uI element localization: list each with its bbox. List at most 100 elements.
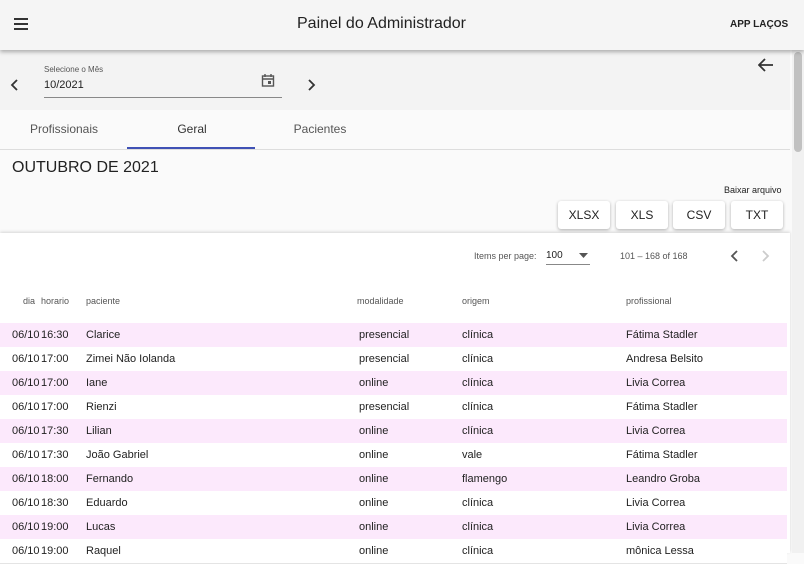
column-header[interactable]: horario	[41, 296, 70, 306]
table-row: 06/10 17:00 Iane online clínica Livia Correa	[0, 371, 787, 396]
app-title: Painel do Administrador	[297, 15, 466, 32]
cell: vale	[462, 449, 483, 461]
table-row: 06/10 16:30 Clarice presencial clínica Fátima…	[0, 323, 787, 348]
cell: 17:00	[41, 353, 69, 365]
menu-icon[interactable]	[12, 15, 30, 33]
tab[interactable]: Geral	[177, 122, 207, 136]
table-row: 06/10 19:00 Raquel online clínica mônica Less…	[0, 539, 787, 564]
dropdown-arrow[interactable]	[579, 253, 588, 258]
cell: clínica	[462, 521, 494, 533]
cell: Iane	[86, 377, 108, 389]
cell: 06/10	[12, 473, 40, 485]
cell: 06/10	[12, 449, 40, 461]
cell: online	[359, 473, 389, 485]
download-button[interactable]: TXT	[731, 201, 783, 229]
cell: Raquel	[86, 545, 121, 557]
cell: João Gabriel	[86, 449, 149, 461]
download-button[interactable]: XLSX	[558, 201, 610, 229]
app-bar: Painel do Administrador APP LAÇOS	[0, 0, 804, 50]
cell: presencial	[359, 329, 410, 341]
month-label: Selecione o Mês	[44, 65, 104, 74]
cell: Fátima Stadler	[626, 449, 698, 461]
prev-month[interactable]	[9, 79, 21, 91]
table-row: 06/10 18:00 Fernando online flamengo Leandro …	[0, 467, 787, 492]
cell: presencial	[359, 401, 410, 413]
cell: clínica	[462, 425, 494, 437]
page-range: 101 – 168 of 168	[620, 251, 688, 261]
month-value[interactable]: 10/2021	[44, 79, 84, 91]
cell: online	[359, 425, 389, 437]
app-link[interactable]: APP LAÇOS	[730, 19, 789, 30]
cell: 18:00	[41, 473, 69, 485]
table-row: 06/10 17:00 Zimei Não Iolanda presencial clí…	[0, 347, 787, 372]
page-size[interactable]: 100	[546, 250, 563, 261]
cell: Livia Correa	[626, 497, 686, 509]
cell: Fátima Stadler	[626, 329, 698, 341]
cell: 17:30	[41, 449, 69, 461]
cell: 06/10	[12, 545, 40, 557]
column-header[interactable]: paciente	[86, 296, 121, 306]
scroll-thumb[interactable]	[794, 52, 802, 152]
page-size-underline	[546, 264, 590, 265]
cell: Livia Correa	[626, 377, 686, 389]
download-button[interactable]: XLS	[616, 201, 668, 229]
cell: online	[359, 545, 389, 557]
month-bar	[0, 50, 790, 110]
cell: online	[359, 497, 389, 509]
cell: 06/10	[12, 497, 40, 509]
cell: Livia Correa	[626, 521, 686, 533]
scrollbar	[792, 50, 804, 553]
column-header[interactable]: origem	[462, 296, 490, 306]
prev-page[interactable]	[729, 250, 739, 262]
table-row: 06/10 17:30 João Gabriel online vale Fátima S…	[0, 443, 787, 468]
cell: presencial	[359, 353, 410, 365]
cell: 18:30	[41, 497, 69, 509]
cell: 19:00	[41, 545, 69, 557]
cell: 19:00	[41, 521, 69, 533]
cell: 17:00	[41, 401, 69, 413]
next-page[interactable]	[761, 250, 771, 262]
next-month[interactable]	[305, 79, 317, 91]
tab-ink	[127, 147, 255, 149]
month-underline	[44, 97, 282, 98]
cell: online	[359, 449, 389, 461]
cell: 17:00	[41, 377, 69, 389]
column-header[interactable]: modalidade	[357, 296, 404, 306]
cell: clínica	[462, 401, 494, 413]
cell: 17:30	[41, 425, 69, 437]
cell: 06/10	[12, 353, 40, 365]
cell: online	[359, 521, 389, 533]
column-header[interactable]: dia	[23, 296, 36, 306]
tab[interactable]: Profissionais	[29, 122, 99, 136]
cell: 06/10	[12, 401, 40, 413]
download-button[interactable]: CSV	[673, 201, 725, 229]
cell: 06/10	[12, 377, 40, 389]
table-row: 06/10 19:00 Lucas online clínica Livia Correa	[0, 515, 787, 540]
tab[interactable]: Pacientes	[293, 122, 347, 136]
cell: 06/10	[12, 425, 40, 437]
cell: 06/10	[12, 521, 40, 533]
table-row: 06/10 17:00 Rienzi presencial clínica Fátima …	[0, 395, 787, 420]
cell: Zimei Não Iolanda	[86, 353, 176, 365]
cell: Livia Correa	[626, 425, 686, 437]
cell: Leandro Groba	[626, 473, 700, 485]
table-row: 06/10 18:30 Eduardo online clínica Livia Corr…	[0, 491, 787, 516]
back-icon[interactable]	[758, 58, 774, 72]
cell: Lucas	[86, 521, 116, 533]
tab-bar	[0, 110, 790, 150]
cell: clínica	[462, 377, 494, 389]
cell: Rienzi	[86, 401, 117, 413]
cell: 16:30	[41, 329, 69, 341]
cell: Eduardo	[86, 497, 128, 509]
cell: Andresa Belsito	[626, 353, 704, 365]
cell: clínica	[462, 545, 494, 557]
cell: Clarice	[86, 329, 121, 341]
cell: Fernando	[86, 473, 134, 485]
cell: clínica	[462, 329, 494, 341]
cell: Fátima Stadler	[626, 401, 698, 413]
column-header[interactable]: profissional	[626, 296, 672, 306]
calendar-icon[interactable]	[261, 73, 275, 87]
cell: clínica	[462, 497, 494, 509]
cell: Lilian	[86, 425, 112, 437]
